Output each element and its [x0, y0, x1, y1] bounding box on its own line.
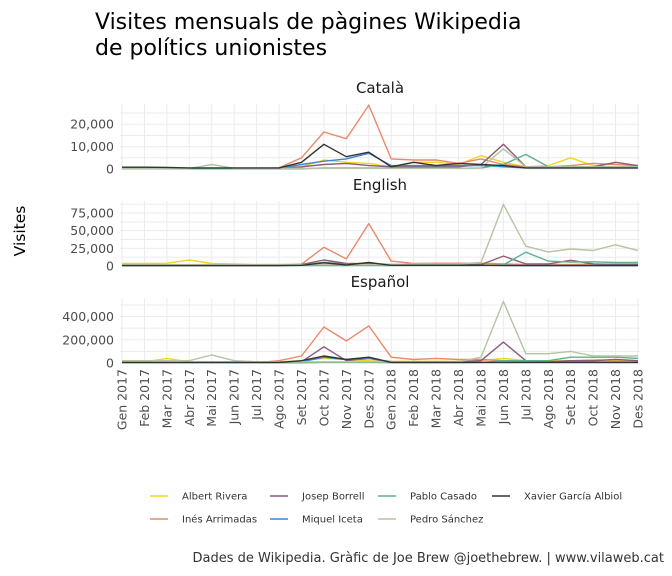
- x-tick-label: Mai 2017: [204, 369, 219, 427]
- chart-title-line-1: Visites mensuals de pàgines Wikipedia: [95, 10, 521, 35]
- x-tick-label: Abr 2017: [182, 369, 197, 426]
- legend-item-miquel-iceta: Miquel Iceta: [270, 515, 363, 526]
- legend-item-ines-arrimadas: Inés Arrimadas: [150, 514, 257, 526]
- x-tick-label: Mai 2018: [473, 369, 488, 427]
- y-tick-label: 25,000: [70, 241, 114, 256]
- panel-strip-catala: Català: [356, 79, 404, 97]
- panels: Català 0 10,000 20,000 English 0 25,000 50,000 7…: [62, 79, 640, 371]
- x-tick-label: Ago 2018: [541, 369, 556, 429]
- series-line-pedro-sanchez: [122, 148, 638, 170]
- y-tick-label: 10,000: [70, 139, 114, 154]
- panel-strip-english: English: [353, 176, 407, 194]
- x-tick-label: Feb 2017: [137, 369, 152, 427]
- x-tick-label: Gen 2018: [384, 369, 399, 430]
- x-tick-label: Jul 2018: [518, 369, 533, 421]
- series-line-ines-arrimadas: [122, 325, 638, 364]
- x-axis: Gen 2017 Feb 2017 Mar 2017 Abr 2017 Mai 2017…: [115, 369, 646, 430]
- y-tick-label: 75,000: [70, 206, 114, 221]
- x-tick-label: Abr 2018: [451, 369, 466, 426]
- legend-item-pedro-sanchez: Pedro Sánchez: [378, 514, 483, 526]
- x-tick-label: Nov 2017: [339, 369, 354, 429]
- legend-item-pablo-casado: Pablo Casado: [378, 492, 477, 503]
- series-line-pedro-sanchez: [122, 203, 639, 266]
- panel-espanol: Español 0 200,000 400,000: [62, 273, 640, 371]
- legend-label: Josep Borrell: [301, 492, 364, 503]
- legend: Albert Rivera Inés Arrimadas Josep Borrell…: [150, 491, 622, 526]
- x-tick-label: Set 2018: [563, 369, 578, 425]
- y-tick-label: 0: [106, 162, 114, 177]
- legend-item-xavier-garcia-albiol: Xavier García Albiol: [492, 491, 622, 503]
- legend-item-josep-borrell: Josep Borrell: [270, 492, 364, 503]
- x-tick-label: Ago 2017: [272, 369, 287, 429]
- x-tick-label: Feb 2018: [406, 369, 421, 427]
- x-tick-label: Mar 2017: [159, 369, 174, 428]
- x-tick-label: Mar 2018: [429, 369, 444, 428]
- series-line-xavier-garcia-albiol: [122, 143, 638, 169]
- legend-item-albert-rivera: Albert Rivera: [150, 492, 247, 503]
- x-tick-label: Des 2017: [361, 369, 376, 429]
- x-tick-label: Jun 2017: [227, 369, 242, 425]
- legend-label: Inés Arrimadas: [182, 514, 257, 526]
- x-tick-label: Set 2017: [294, 369, 309, 425]
- y-tick-label: 20,000: [70, 117, 114, 132]
- series-line-pedro-sanchez: [122, 300, 638, 363]
- y-tick-label: 400,000: [62, 309, 114, 324]
- series-line-ines-arrimadas: [122, 222, 638, 267]
- x-tick-label: Nov 2018: [608, 369, 623, 429]
- y-tick-label: 200,000: [62, 332, 114, 347]
- x-tick-label: Oct 2018: [586, 369, 601, 426]
- x-tick-label: Jun 2018: [496, 369, 511, 425]
- panel-catala: Català 0 10,000 20,000: [70, 79, 640, 177]
- x-tick-label: Des 2018: [631, 369, 646, 429]
- legend-label: Albert Rivera: [182, 492, 247, 503]
- series-line-xavier-garcia-albiol: [122, 261, 638, 267]
- y-tick-label: 0: [106, 259, 114, 274]
- x-tick-label: Gen 2017: [115, 369, 130, 430]
- x-tick-label: Oct 2017: [316, 369, 331, 426]
- y-tick-label: 50,000: [70, 223, 114, 238]
- legend-label: Pedro Sánchez: [410, 514, 483, 526]
- legend-label: Miquel Iceta: [302, 515, 363, 526]
- panel-strip-espanol: Español: [351, 273, 410, 291]
- legend-label: Xavier García Albiol: [524, 491, 622, 503]
- series-line-xavier-garcia-albiol: [122, 355, 638, 364]
- legend-label: Pablo Casado: [410, 492, 477, 503]
- x-tick-label: Jul 2017: [249, 369, 264, 421]
- y-tick-label: 0: [106, 356, 114, 371]
- y-axis-label: Visites: [11, 206, 29, 257]
- panel-english: English 0 25,000 50,000 75,000: [70, 176, 640, 274]
- chart-title-line-2: de polítics unionistes: [95, 36, 327, 61]
- chart-caption: Dades de Wikipedia. Gràfic de Joe Brew @…: [193, 551, 664, 566]
